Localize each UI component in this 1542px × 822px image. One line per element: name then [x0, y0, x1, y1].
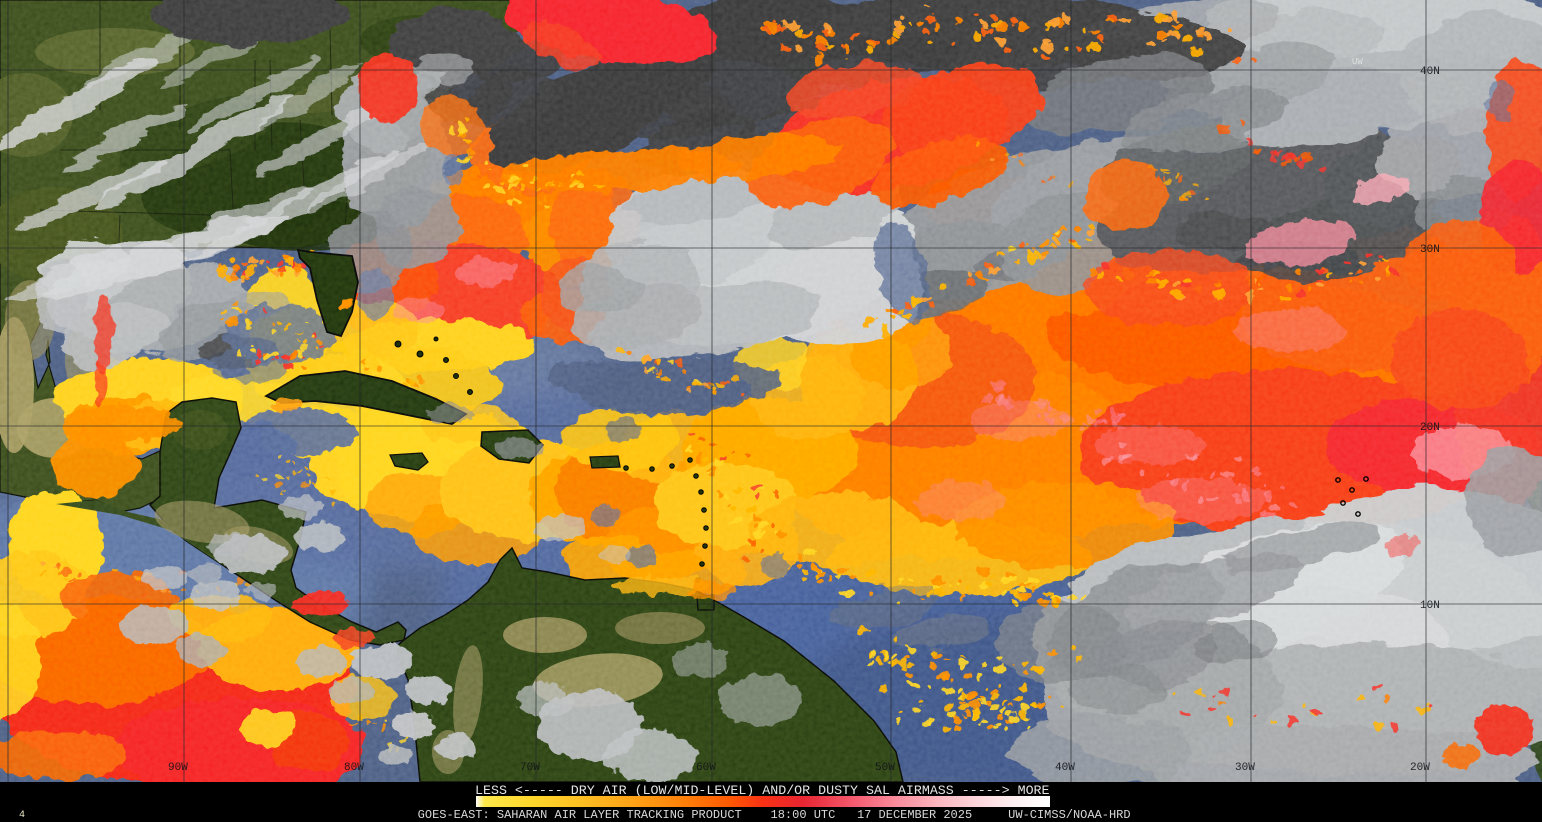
- svg-text:UW: UW: [1352, 57, 1363, 67]
- svg-text:90W: 90W: [168, 762, 188, 774]
- svg-text:40N: 40N: [1420, 66, 1440, 78]
- svg-text:30N: 30N: [1420, 244, 1440, 256]
- svg-text:70W: 70W: [520, 762, 540, 774]
- svg-text:60W: 60W: [696, 762, 716, 774]
- svg-text:10N: 10N: [1420, 600, 1440, 612]
- svg-text:30W: 30W: [1235, 762, 1255, 774]
- svg-text:40W: 40W: [1055, 762, 1075, 774]
- svg-text:80W: 80W: [344, 762, 364, 774]
- svg-text:20W: 20W: [1410, 762, 1430, 774]
- svg-text:20N: 20N: [1420, 422, 1440, 434]
- svg-text:50W: 50W: [875, 762, 895, 774]
